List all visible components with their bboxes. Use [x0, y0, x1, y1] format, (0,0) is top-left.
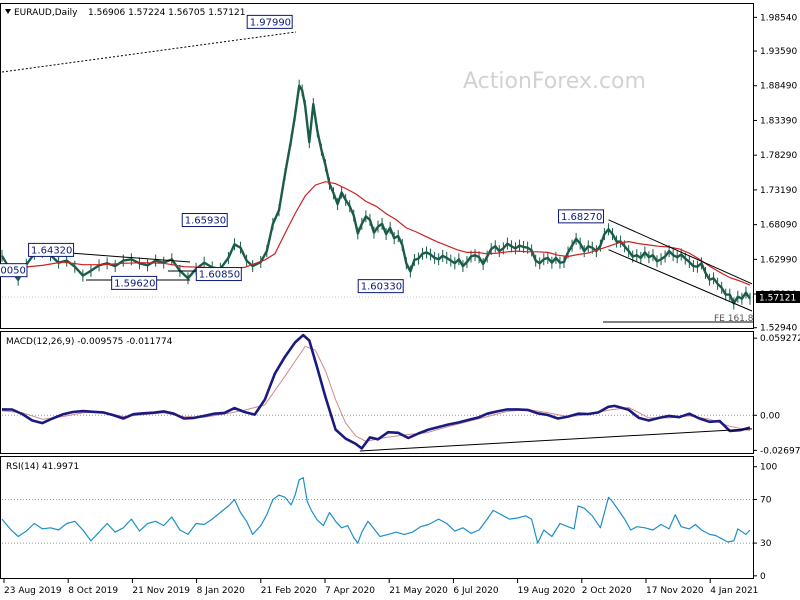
collapse-triangle-icon[interactable] [5, 9, 11, 14]
x-tick-label: 8 Oct 2019 [68, 586, 118, 596]
macd-y-tick-label: 0.059272 [760, 334, 800, 344]
macd-line [1, 333, 751, 450]
price-panel-frame [0, 3, 754, 329]
price-y-axis: 1.98540 1.93590 1.88490 1.83390 1.78290 1.731… [753, 13, 797, 334]
watermark: ActionForex.com [463, 69, 646, 94]
x-tick-label: 23 Aug 2019 [4, 586, 62, 596]
annotation-box [357, 279, 404, 294]
price-y-tick-label: 1.52940 [760, 324, 797, 334]
symbol-label: EURAUD,Daily [14, 8, 78, 18]
annotation-box [0, 263, 28, 278]
ohlc-readout: 1.56906 1.57224 1.56705 1.57121 [88, 8, 245, 18]
annotation-box [181, 213, 228, 228]
annotation-box [111, 275, 158, 290]
dotted-trendline [1, 31, 297, 73]
annotation-label: 1.97990 [250, 17, 291, 28]
macd-y-axis: 0.059272 0.00 -0.026978 [753, 334, 800, 456]
rsi-y-tick-label: 30 [760, 539, 772, 549]
x-tick-label: 21 May 2020 [389, 586, 448, 596]
macd-y-tick-label: -0.026978 [760, 446, 800, 456]
rsi-y-tick-label: 0 [760, 572, 766, 582]
price-series [0, 84, 751, 305]
x-tick-label: 4 Jan 2021 [710, 586, 758, 596]
price-annotations: 1.97990 1.64320 1.65930 1.59620 1.60850 1.603… [0, 14, 605, 294]
x-tick-label: 8 Jan 2020 [197, 586, 245, 596]
panel-frames [0, 3, 754, 579]
price-y-tick-label: 1.62990 [760, 255, 797, 265]
current-price-label: 1.57121 [759, 294, 796, 304]
rsi-line [1, 477, 751, 544]
x-tick-label: 7 Apr 2020 [325, 586, 375, 596]
price-plot [0, 31, 753, 323]
channel-lower-line [608, 249, 753, 312]
x-tick-label: 21 Feb 2020 [261, 586, 317, 596]
x-tick-label: 2 Oct 2020 [582, 586, 632, 596]
macd-header: MACD(12,26,9) -0.009575 -0.011774 [6, 337, 173, 347]
price-y-tick-label: 1.68090 [760, 221, 797, 231]
price-annotation: 1.65930 [181, 213, 228, 228]
price-y-tick-label: 1.73190 [760, 186, 797, 196]
date-x-axis: 23 Aug 2019 8 Oct 2019 21 Nov 2019 8 Jan 20… [3, 579, 758, 596]
annotation-label: 1.60050 [0, 266, 26, 277]
price-panel-header: EURAUD,Daily 1.56906 1.57224 1.56705 1.5… [5, 8, 245, 18]
rsi-header: RSI(14) 41.9971 [6, 462, 79, 472]
price-y-tick-label: 1.83390 [760, 116, 797, 126]
price-annotation: 1.60850 [195, 267, 242, 282]
price-y-tick-label: 1.88490 [760, 82, 797, 92]
macd-panel-frame [0, 331, 754, 454]
price-annotation: 1.68270 [558, 209, 605, 224]
rsi-panel-frame [0, 456, 754, 579]
annotation-box [195, 267, 242, 282]
rsi-plot [1, 477, 753, 544]
x-tick-label: 19 Aug 2020 [518, 586, 576, 596]
price-y-tick-label: 1.98540 [760, 13, 797, 23]
price-annotation: 1.59620 [111, 275, 158, 290]
current-price-box [756, 291, 800, 303]
channel-upper-line [608, 219, 753, 285]
annotation-box [558, 209, 605, 224]
annotation-box [246, 14, 293, 29]
rsi-y-tick-label: 70 [760, 495, 772, 505]
macd-trendline [359, 428, 753, 452]
price-y-tick-label: 1.93590 [760, 47, 797, 57]
annotation-label: 1.59620 [114, 278, 155, 289]
annotation-label: 1.65930 [185, 216, 226, 227]
x-tick-label: 6 Jul 2020 [453, 586, 498, 596]
annotation-label: 1.60330 [361, 282, 402, 293]
annotation-label: 1.64320 [31, 245, 72, 256]
macd-signal-line [1, 345, 751, 442]
macd-y-tick-label: 0.00 [760, 411, 780, 421]
price-annotation: 1.60330 [357, 279, 404, 294]
price-annotation: 1.60050 [0, 263, 28, 278]
macd-plot [1, 333, 753, 452]
x-tick-label: 17 Nov 2020 [646, 586, 704, 596]
x-tick-label: 21 Nov 2019 [132, 586, 190, 596]
annotation-label: 1.60850 [199, 270, 240, 281]
price-annotation: 1.64320 [28, 242, 75, 257]
annotation-box [28, 242, 75, 257]
rsi-y-axis: 100 70 30 0 [753, 463, 777, 582]
fe-label: FE 161.8 [714, 314, 754, 324]
annotation-label: 1.68270 [561, 212, 602, 223]
current-price-marker: 1.57121 [756, 291, 800, 304]
rsi-y-tick-label: 100 [760, 463, 777, 473]
price-y-tick-label: 1.78290 [760, 151, 797, 161]
price-annotation: 1.97990 [246, 14, 293, 29]
